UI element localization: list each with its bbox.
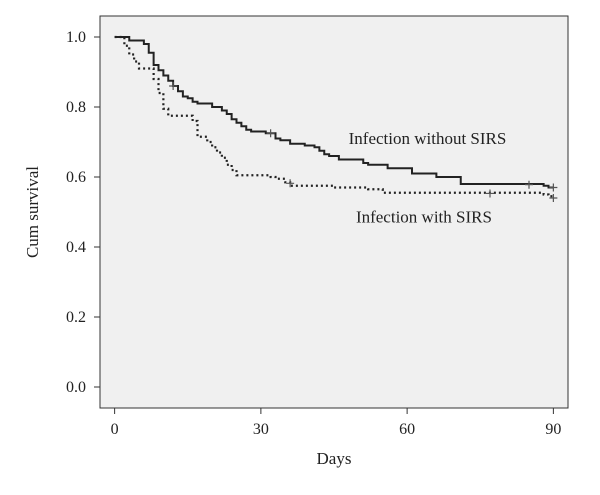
x-tick-label: 90 xyxy=(545,421,561,438)
y-tick-label: 0.8 xyxy=(66,99,86,116)
y-tick-label: 0.6 xyxy=(66,169,86,186)
labels-layer: Infection without SIRS Infection with SIR… xyxy=(349,129,507,227)
y-tick-label: 1.0 xyxy=(66,29,86,46)
censor-mark xyxy=(169,82,178,90)
censor-mark xyxy=(486,189,494,198)
x-tick-label: 0 xyxy=(111,421,119,438)
x-tick-label: 30 xyxy=(253,421,269,438)
censor-mark xyxy=(525,180,533,189)
series-layer xyxy=(114,35,558,202)
y-tick-label: 0.2 xyxy=(66,309,86,326)
censor-mark xyxy=(266,129,275,138)
censor-mark xyxy=(549,183,558,192)
y-tick-label: 0.4 xyxy=(66,239,86,256)
y-axis-label: Cum survival xyxy=(23,166,42,258)
x-axis-label: Days xyxy=(317,449,352,468)
censor-mark xyxy=(549,194,558,202)
axes: 0 30 60 90 0.0 0.2 0.4 0.6 0.8 1.0 Days Cum surviva… xyxy=(23,29,561,468)
x-tick-label: 60 xyxy=(399,421,415,438)
plot-area xyxy=(99,15,569,409)
series-line-2 xyxy=(114,35,555,198)
series-line-1 xyxy=(114,36,554,189)
series-label-2: Infection with SIRS xyxy=(356,208,492,227)
censor-mark xyxy=(286,179,295,188)
series-label-1: Infection without SIRS xyxy=(349,129,507,148)
y-tick-label: 0.0 xyxy=(66,379,86,396)
